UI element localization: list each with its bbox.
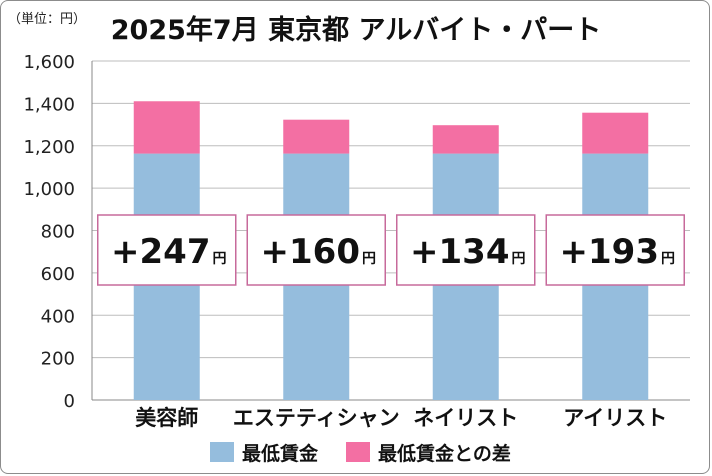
y-tick-label: 600	[41, 264, 75, 285]
diff-label: +193 円	[560, 232, 675, 272]
y-tick-label: 800	[41, 222, 75, 243]
y-tick-label: 1,000	[23, 179, 75, 200]
diff-label: +134 円	[410, 232, 525, 272]
x-tick-label: エステティシャン	[233, 406, 400, 430]
legend-item-diff: 最低賃金との差	[346, 439, 511, 466]
legend-label-diff: 最低賃金との差	[378, 442, 511, 465]
diff-label: +160 円	[261, 232, 376, 272]
diff-label-box	[396, 214, 536, 286]
x-tick-label: アイリスト	[563, 406, 667, 430]
diff-label-box	[545, 214, 685, 286]
y-tick-label: 1,200	[23, 137, 75, 158]
diff-label-box	[246, 214, 386, 286]
y-tick-label: 0	[64, 391, 75, 412]
legend-swatch-diff	[346, 442, 371, 462]
bar-diff	[133, 101, 200, 154]
unit-label: （単位：円）	[8, 12, 87, 27]
x-tick-label: ネイリスト	[413, 406, 518, 430]
legend-item-base: 最低賃金	[210, 439, 318, 466]
chart-title: 2025年7月 東京都 アルバイト・パート	[110, 15, 602, 46]
y-tick-label: 1,400	[23, 94, 75, 115]
bar-diff	[582, 112, 649, 154]
diff-label: +247 円	[111, 232, 226, 272]
legend-label-base: 最低賃金	[242, 442, 319, 465]
legend: 最低賃金 最低賃金との差	[210, 438, 539, 466]
y-tick-label: 200	[41, 349, 75, 370]
x-tick-label: 美容師	[135, 406, 198, 430]
bar-diff	[283, 119, 350, 154]
y-tick-label: 400	[41, 306, 75, 327]
bar-diff	[432, 125, 499, 154]
y-tick-label: 1,600	[23, 52, 75, 73]
legend-swatch-base	[210, 442, 234, 462]
diff-label-box	[97, 214, 237, 286]
